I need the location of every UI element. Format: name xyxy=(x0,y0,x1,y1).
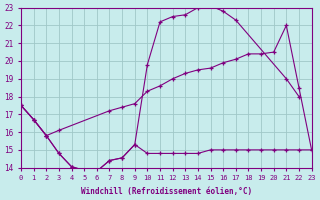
X-axis label: Windchill (Refroidissement éolien,°C): Windchill (Refroidissement éolien,°C) xyxy=(81,187,252,196)
